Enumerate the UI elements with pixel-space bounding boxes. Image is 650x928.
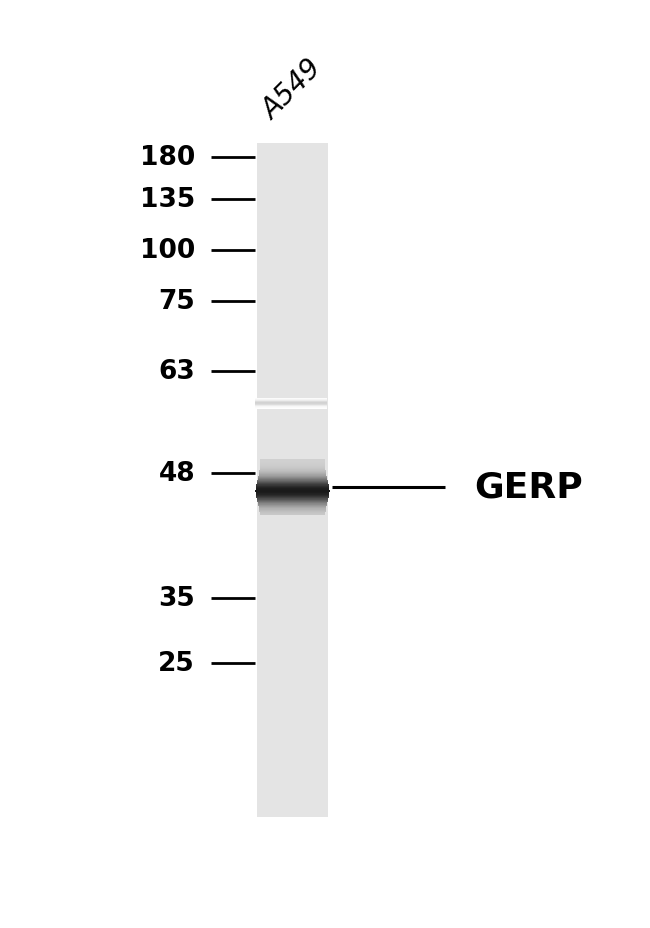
Text: 100: 100 [140, 238, 195, 264]
Bar [257, 144, 328, 817]
Text: A549: A549 [257, 55, 327, 125]
Text: 63: 63 [158, 358, 195, 384]
Text: 135: 135 [140, 187, 195, 213]
Text: 180: 180 [140, 145, 195, 171]
Text: GERP: GERP [474, 470, 583, 504]
Text: 35: 35 [158, 586, 195, 612]
Text: 75: 75 [158, 289, 195, 315]
Text: 48: 48 [159, 460, 195, 486]
Text: 25: 25 [158, 651, 195, 677]
